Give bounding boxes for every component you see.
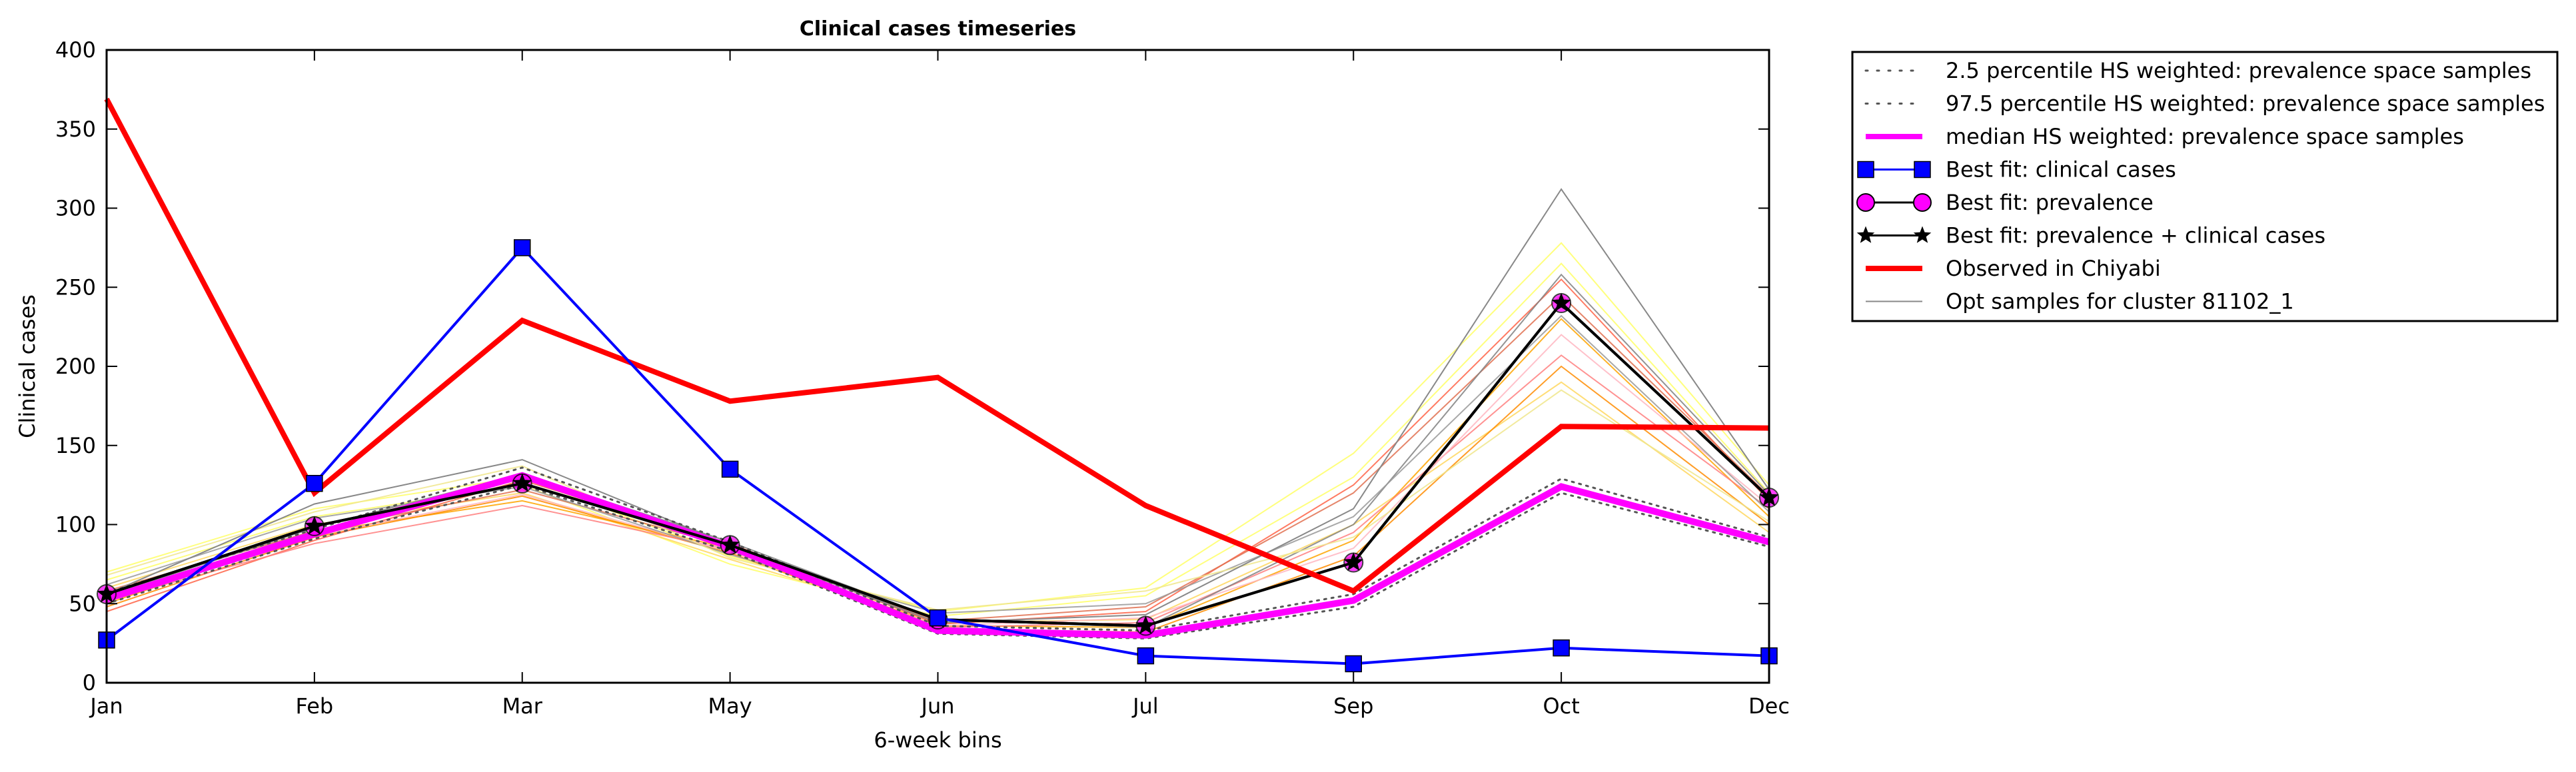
opt-sample-line-0: [106, 242, 1770, 613]
series-line-1: [105, 466, 1770, 632]
x-tick-label: Feb: [296, 693, 334, 719]
marker-square-7: [1553, 639, 1570, 657]
marker-star-3: [720, 535, 740, 554]
marker-square-3: [721, 460, 739, 478]
legend-marker-circle: [1913, 193, 1932, 212]
opt-sample-line-9: [106, 273, 1770, 628]
legend-label-2: median HS weighted: prevalence space sam…: [1946, 124, 2464, 149]
marker-star-7: [1551, 292, 1571, 312]
legend-label-5: Best fit: prevalence + clinical cases: [1946, 223, 2325, 248]
y-tick-label: 250: [55, 274, 96, 300]
series-line-4: [106, 301, 1770, 627]
plot-frame: [105, 49, 1770, 684]
legend-box: [1851, 51, 2559, 322]
x-axis-label: 6-week bins: [874, 727, 1001, 753]
marker-square-2: [514, 239, 531, 256]
y-tick-label: 200: [55, 354, 96, 379]
legend-marker-square: [1857, 161, 1874, 179]
y-tick-label: 0: [83, 670, 96, 695]
legend-label-7: Opt samples for cluster 81102_1: [1946, 289, 2294, 314]
legend-marker-circle: [1856, 193, 1875, 212]
opt-sample-line-1: [106, 262, 1770, 617]
x-tick-label: Mar: [502, 693, 543, 719]
series-line-5: [106, 301, 1770, 627]
y-tick-label: 350: [55, 117, 96, 142]
marker-square-5: [1137, 647, 1155, 665]
y-tick-label: 400: [55, 37, 96, 63]
ticks-layer: 0 50 100 150 200 250 300 350 400 Jan Feb Mar May Jun J…: [55, 37, 1790, 719]
x-tick-label: Oct: [1543, 693, 1579, 719]
y-tick-label: 50: [69, 591, 96, 616]
legend-marker-square: [1914, 161, 1931, 179]
opt-sample-line-11: [106, 389, 1770, 611]
opt-sample-line-4: [106, 365, 1770, 633]
y-tick-label: 300: [55, 196, 96, 221]
x-tick-label: May: [708, 693, 752, 719]
y-tick-label: 150: [55, 433, 96, 458]
y-axis-label: Clinical cases: [15, 294, 40, 438]
marker-square-4: [929, 609, 947, 627]
marker-star-6: [1343, 552, 1363, 571]
chart-title: Clinical cases timeseries: [800, 17, 1076, 41]
series-line-6: [104, 97, 1770, 594]
legend-label-6: Observed in Chiyabi: [1946, 256, 2161, 281]
legend-label-0: 2.5 percentile HS weighted: prevalence s…: [1946, 58, 2531, 83]
x-tick-label: Jan: [89, 693, 123, 719]
opt-sample-line-10: [106, 314, 1770, 614]
y-tick-label: 100: [55, 512, 96, 538]
legend-marker-star: [1913, 226, 1932, 243]
legend: 2.5 percentile HS weighted: prevalence s…: [1851, 51, 2559, 322]
opt-sample-line-3: [106, 318, 1770, 628]
marker-star-5: [1135, 615, 1156, 634]
marker-square-6: [1345, 655, 1362, 673]
x-tick-label: Jul: [1131, 693, 1159, 719]
marker-star-1: [305, 516, 324, 535]
series-line-2: [105, 472, 1770, 639]
series-layer: [97, 97, 1779, 673]
opt-sample-line-5: [106, 278, 1770, 625]
marker-star-2: [512, 473, 532, 492]
x-tick-label: Dec: [1748, 693, 1790, 719]
legend-marker-star: [1856, 226, 1875, 243]
x-tick-label: Jun: [920, 693, 955, 719]
x-tick-label: Sep: [1333, 693, 1373, 719]
opt-sample-line-6: [106, 354, 1770, 628]
series-line-7: [106, 188, 1770, 623]
marker-square-1: [306, 475, 323, 492]
legend-label-1: 97.5 percentile HS weighted: prevalence …: [1946, 91, 2545, 117]
legend-label-4: Best fit: prevalence: [1946, 190, 2154, 215]
legend-label-3: Best fit: clinical cases: [1946, 157, 2176, 183]
